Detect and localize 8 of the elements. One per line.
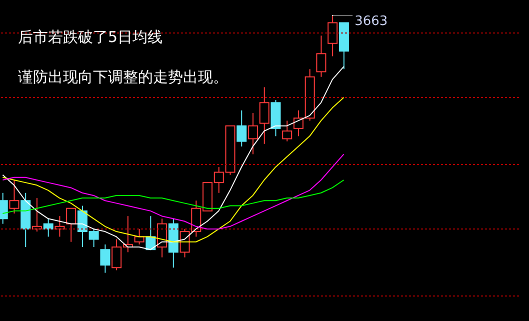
candlestick [248, 112, 258, 155]
candlestick [316, 35, 326, 78]
annotation: 后市若跌破了5日均线 [18, 28, 163, 47]
annotation: 谨防出现向下调整的走势出现。 [18, 68, 228, 87]
candlestick [259, 86, 270, 144]
text: 3663 [354, 14, 388, 29]
candlestick [282, 120, 292, 142]
candlestick [293, 110, 304, 137]
